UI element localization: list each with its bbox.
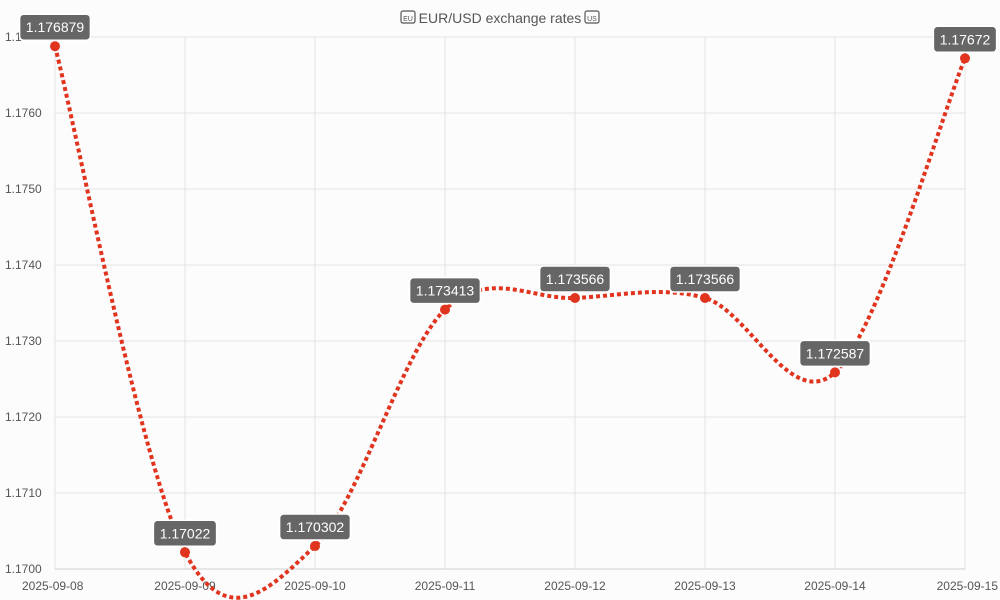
data-label-text: 1.17672: [940, 31, 991, 47]
data-point[interactable]: [310, 541, 320, 552]
data-point[interactable]: [50, 41, 60, 52]
svg-text:EU: EU: [403, 16, 413, 23]
data-label-box: [668, 265, 742, 293]
data-label: 1.173413: [408, 276, 482, 305]
data-point[interactable]: [960, 53, 970, 64]
y-tick-label: 1.1710: [5, 486, 42, 500]
data-label-box: [18, 13, 92, 41]
data-label: 1.176879: [18, 13, 92, 41]
data-label-text: 1.173566: [546, 271, 605, 287]
data-labels: 1.176879 1.17022 1.170302 1.173413 1.173566 1…: [18, 13, 998, 548]
data-label-box: [152, 519, 218, 548]
data-point[interactable]: [440, 304, 450, 315]
x-tick-label: 2025-09-10: [284, 579, 346, 593]
x-tick-label: 2025-09-11: [415, 579, 476, 593]
data-label-text: 1.170302: [286, 519, 345, 535]
axes: 1.1700 1.1710 1.1720 1.1730 1.1740 1.1750 1.17…: [5, 30, 998, 593]
data-label-text: 1.176879: [26, 19, 85, 35]
data-point[interactable]: [700, 292, 710, 303]
y-tick-label: 1.1700: [5, 562, 42, 576]
data-label: 1.173566: [538, 265, 612, 293]
data-label: 1.170302: [278, 513, 352, 541]
data-label: 1.17022: [152, 519, 218, 548]
x-tick-label: 2025-09-12: [544, 579, 606, 593]
x-tick-label: 2025-09-13: [674, 579, 736, 593]
data-label-box: [278, 513, 352, 541]
data-label: 1.172587: [798, 339, 872, 368]
y-tick-label: 1.1720: [5, 410, 42, 424]
x-tick-label: 2025-09-15: [937, 579, 999, 593]
x-tick-label: 2025-09-14: [804, 579, 866, 593]
y-tick-label: 1.1760: [5, 106, 42, 120]
y-tick-label: 1.1740: [5, 258, 42, 272]
us-flag-icon: US: [584, 10, 600, 24]
chart-title-text: EUR/USD exchange rates: [419, 10, 582, 26]
data-label-box: [408, 276, 482, 305]
data-label: 1.17672: [932, 25, 998, 54]
data-label-box: [798, 339, 872, 368]
grid: [54, 36, 966, 570]
data-label-text: 1.173566: [676, 271, 735, 287]
data-label-box: [932, 25, 998, 54]
chart-title: EU EUR/USD exchange rates US: [400, 10, 600, 26]
data-point[interactable]: [830, 367, 840, 378]
x-tick-label: 2025-09-09: [154, 579, 216, 593]
y-tick-label: 1.1750: [5, 182, 42, 196]
data-point[interactable]: [570, 292, 580, 303]
svg-text:US: US: [587, 16, 597, 23]
eu-flag-icon: EU: [400, 10, 416, 24]
data-point[interactable]: [180, 547, 190, 558]
data-label-text: 1.17022: [160, 525, 211, 541]
data-label-text: 1.172587: [806, 345, 865, 361]
data-label-text: 1.173413: [416, 283, 475, 299]
series-line: [53, 45, 967, 600]
data-label: 1.173566: [668, 265, 742, 293]
series: [50, 41, 970, 600]
y-tick-label: 1.1730: [5, 334, 42, 348]
x-tick-label: 2025-09-08: [22, 579, 84, 593]
data-label-box: [538, 265, 612, 293]
